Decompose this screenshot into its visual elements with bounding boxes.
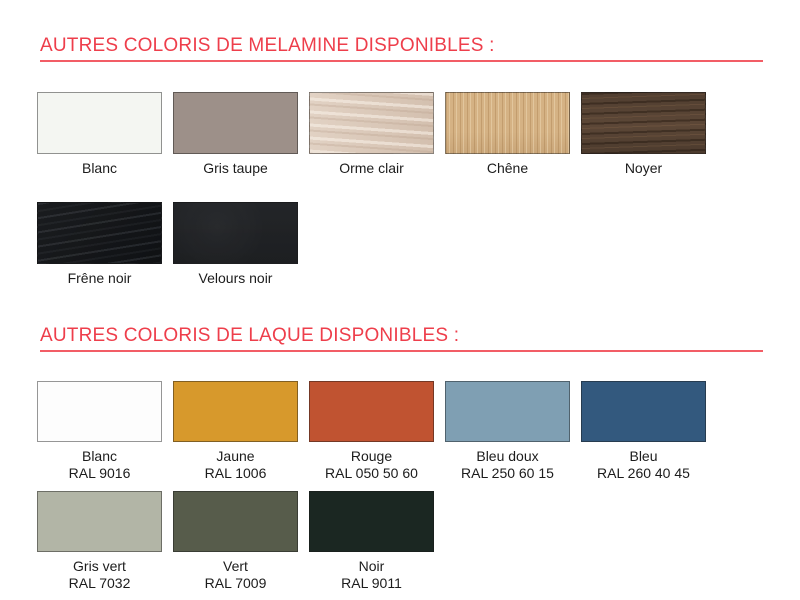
swatch-cell-chene: Chêne bbox=[445, 92, 570, 177]
swatch-cell-gris-vert: Gris vert RAL 7032 bbox=[37, 491, 162, 592]
swatch-name: Bleu bbox=[629, 448, 658, 464]
swatch-ral-code: RAL 7032 bbox=[68, 575, 131, 591]
swatch-cell-blanc: Blanc RAL 9016 bbox=[37, 381, 162, 482]
swatch-cell-gris-taupe: Gris taupe bbox=[173, 92, 298, 177]
section-title-melamine: AUTRES COLORIS DE MELAMINE DISPONIBLES : bbox=[40, 35, 495, 56]
swatch-ral-code: RAL 7009 bbox=[204, 575, 267, 591]
section-melamine: AUTRES COLORIS DE MELAMINE DISPONIBLES :… bbox=[0, 0, 800, 287]
swatch-caption: Frêne noir bbox=[37, 270, 162, 287]
color-swatch-bleu bbox=[581, 381, 706, 442]
swatch-cell-rouge: Rouge RAL 050 50 60 bbox=[309, 381, 434, 482]
color-swatch-velours-noir bbox=[173, 202, 298, 264]
swatch-cell-noir: Noir RAL 9011 bbox=[309, 491, 434, 592]
swatch-caption: Gris vert RAL 7032 bbox=[37, 558, 162, 592]
color-swatch-gris-vert bbox=[37, 491, 162, 552]
section-underline-laque bbox=[40, 350, 763, 352]
swatch-name: Noyer bbox=[624, 160, 663, 176]
swatch-cell-jaune: Jaune RAL 1006 bbox=[173, 381, 298, 482]
swatch-caption: Rouge RAL 050 50 60 bbox=[309, 448, 434, 482]
color-swatch-orme-clair bbox=[309, 92, 434, 154]
color-swatch-noir bbox=[309, 491, 434, 552]
swatch-name: Chêne bbox=[486, 160, 529, 176]
swatch-caption: Jaune RAL 1006 bbox=[173, 448, 298, 482]
swatch-caption: Vert RAL 7009 bbox=[173, 558, 298, 592]
swatch-caption: Bleu doux RAL 250 60 15 bbox=[445, 448, 570, 482]
swatch-caption: Blanc RAL 9016 bbox=[37, 448, 162, 482]
swatch-name: Rouge bbox=[350, 448, 393, 464]
swatch-caption: Bleu RAL 260 40 45 bbox=[581, 448, 706, 482]
swatch-cell-orme-clair: Orme clair bbox=[309, 92, 434, 177]
swatch-name: Frêne noir bbox=[67, 270, 132, 286]
color-swatch-chene bbox=[445, 92, 570, 154]
swatch-name: Jaune bbox=[216, 448, 255, 464]
swatch-cell-frene-noir: Frêne noir bbox=[37, 202, 162, 287]
swatch-caption: Chêne bbox=[445, 160, 570, 177]
swatch-row-melamine-2: Frêne noir Velours noir bbox=[37, 202, 800, 287]
swatch-name: Orme clair bbox=[339, 160, 404, 176]
color-swatch-noyer bbox=[581, 92, 706, 154]
section-title-laque: AUTRES COLORIS DE LAQUE DISPONIBLES : bbox=[40, 325, 460, 346]
color-swatch-blanc bbox=[37, 381, 162, 442]
swatch-ral-code: RAL 1006 bbox=[204, 465, 267, 481]
swatch-caption: Noyer bbox=[581, 160, 706, 177]
swatch-name: Blanc bbox=[81, 448, 118, 464]
swatch-row-laque-1: Blanc RAL 9016 Jaune RAL 1006 Rouge RAL 050 5… bbox=[37, 381, 800, 482]
swatch-name: Noir bbox=[358, 558, 385, 574]
swatch-ral-code: RAL 260 40 45 bbox=[597, 465, 690, 481]
swatch-cell-noyer: Noyer bbox=[581, 92, 706, 177]
swatch-name: Velours noir bbox=[198, 270, 273, 286]
swatch-cell-vert: Vert RAL 7009 bbox=[173, 491, 298, 592]
swatch-caption: Blanc bbox=[37, 160, 162, 177]
swatch-cell-bleu-doux: Bleu doux RAL 250 60 15 bbox=[445, 381, 570, 482]
swatch-caption: Velours noir bbox=[173, 270, 298, 287]
color-swatch-blanc bbox=[37, 92, 162, 154]
section-laque: AUTRES COLORIS DE LAQUE DISPONIBLES : Bl… bbox=[0, 326, 800, 592]
color-swatch-jaune bbox=[173, 381, 298, 442]
swatch-name: Bleu doux bbox=[476, 448, 539, 464]
swatch-row-melamine-1: Blanc Gris taupe Orme clair Chêne Noyer bbox=[37, 92, 800, 177]
color-swatch-bleu-doux bbox=[445, 381, 570, 442]
swatch-cell-velours-noir: Velours noir bbox=[173, 202, 298, 287]
swatch-name: Blanc bbox=[81, 160, 118, 176]
color-swatch-vert bbox=[173, 491, 298, 552]
swatch-ral-code: RAL 050 50 60 bbox=[325, 465, 418, 481]
swatch-ral-code: RAL 9011 bbox=[341, 575, 402, 591]
swatch-ral-code: RAL 9016 bbox=[68, 465, 131, 481]
swatch-cell-blanc: Blanc bbox=[37, 92, 162, 177]
color-swatch-frene-noir bbox=[37, 202, 162, 264]
color-swatch-gris-taupe bbox=[173, 92, 298, 154]
swatch-row-laque-2: Gris vert RAL 7032 Vert RAL 7009 Noir RAL 901… bbox=[37, 491, 800, 592]
swatch-caption: Orme clair bbox=[309, 160, 434, 177]
swatch-name: Gris taupe bbox=[203, 160, 268, 176]
swatch-caption: Noir RAL 9011 bbox=[309, 558, 434, 592]
swatch-name: Vert bbox=[223, 558, 248, 574]
swatch-ral-code: RAL 250 60 15 bbox=[461, 465, 554, 481]
swatch-caption: Gris taupe bbox=[173, 160, 298, 177]
swatch-cell-bleu: Bleu RAL 260 40 45 bbox=[581, 381, 706, 482]
swatch-name: Gris vert bbox=[73, 558, 126, 574]
section-underline-melamine bbox=[40, 60, 763, 62]
color-swatch-rouge bbox=[309, 381, 434, 442]
